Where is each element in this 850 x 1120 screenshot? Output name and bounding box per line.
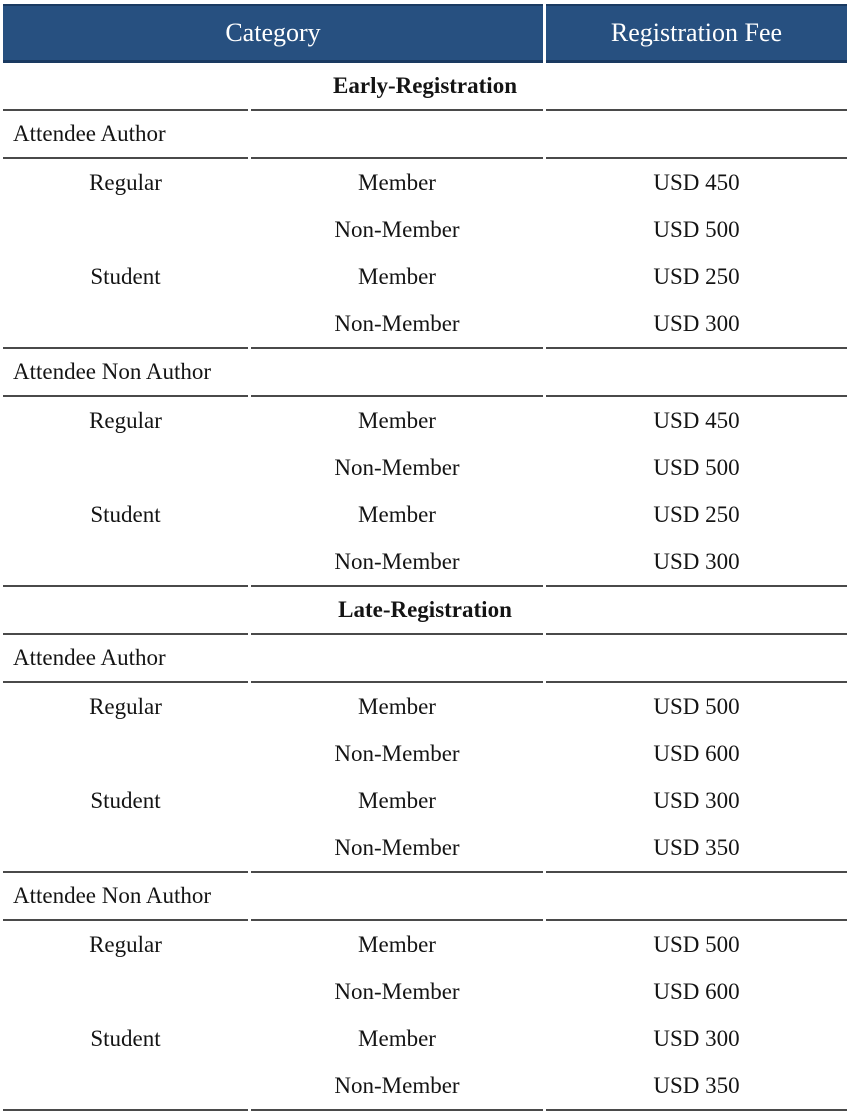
fee-cell: USD 450	[653, 170, 740, 195]
fee-cell: USD 300	[653, 1026, 740, 1051]
fee-cell: USD 350	[653, 1073, 740, 1098]
fee-row: Non-Member USD 600	[3, 968, 847, 1015]
membership-cell: Member	[358, 788, 436, 813]
fee-cell: USD 300	[653, 788, 740, 813]
membership-cell: Member	[358, 502, 436, 527]
membership-cell: Member	[358, 408, 436, 433]
attendee-type-cell: Student	[90, 788, 161, 813]
row-divider	[3, 681, 847, 683]
fee-cell: USD 300	[653, 311, 740, 336]
row-divider	[3, 347, 847, 349]
row-divider	[3, 871, 847, 873]
fee-cell: USD 300	[653, 549, 740, 574]
attendee-type-cell: Student	[90, 264, 161, 289]
row-divider	[3, 157, 847, 159]
attendee-type-cell	[3, 206, 248, 253]
section-title-row: Late-Registration	[3, 587, 847, 633]
fee-cell: USD 350	[653, 835, 740, 860]
row-divider	[3, 919, 847, 921]
attendee-type-cell	[3, 538, 248, 585]
fee-cell: USD 500	[653, 694, 740, 719]
fee-row: Non-Member USD 350	[3, 1062, 847, 1109]
membership-cell: Member	[358, 264, 436, 289]
attendee-type-cell: Regular	[89, 408, 162, 433]
fee-cell: USD 500	[653, 455, 740, 480]
attendee-type-cell: Regular	[89, 932, 162, 957]
group-title-row: Attendee Non Author	[3, 349, 847, 395]
registration-fee-table: Category Registration Fee Early-Registra…	[0, 4, 850, 1111]
fee-row: Regular Member USD 500	[3, 683, 847, 730]
table-header-row: Category Registration Fee	[3, 4, 847, 63]
attendee-type-cell	[3, 968, 248, 1015]
group-title: Attendee Author	[13, 645, 166, 670]
group-title: Attendee Non Author	[13, 883, 212, 908]
membership-cell: Non-Member	[334, 741, 460, 766]
group-title: Attendee Non Author	[13, 359, 212, 384]
membership-cell: Member	[358, 170, 436, 195]
fee-cell: USD 500	[653, 932, 740, 957]
membership-cell: Non-Member	[334, 835, 460, 860]
fee-row: Non-Member USD 300	[3, 538, 847, 585]
fee-row: Regular Member USD 500	[3, 921, 847, 968]
group-title: Attendee Author	[13, 121, 166, 146]
fee-cell: USD 600	[653, 741, 740, 766]
section-title-row: Early-Registration	[3, 63, 847, 109]
attendee-type-cell: Regular	[89, 170, 162, 195]
fee-row: Non-Member USD 350	[3, 824, 847, 871]
fee-cell: USD 500	[653, 217, 740, 242]
membership-cell: Member	[358, 932, 436, 957]
membership-cell: Non-Member	[334, 979, 460, 1004]
membership-cell: Non-Member	[334, 311, 460, 336]
fee-row: Non-Member USD 500	[3, 444, 847, 491]
section-title: Early-Registration	[333, 73, 517, 98]
attendee-type-cell	[3, 1062, 248, 1109]
group-title-row: Attendee Non Author	[3, 873, 847, 919]
fee-cell: USD 450	[653, 408, 740, 433]
row-divider	[3, 395, 847, 397]
row-divider	[3, 585, 847, 587]
group-title-row: Attendee Author	[3, 635, 847, 681]
fee-row: Student Member USD 300	[3, 777, 847, 824]
registration-fee-column-header: Registration Fee	[546, 4, 847, 63]
attendee-type-cell	[3, 444, 248, 491]
fee-row: Non-Member USD 600	[3, 730, 847, 777]
fee-row: Student Member USD 250	[3, 491, 847, 538]
membership-cell: Non-Member	[334, 455, 460, 480]
fee-row: Non-Member USD 500	[3, 206, 847, 253]
fee-row: Non-Member USD 300	[3, 300, 847, 347]
fee-cell: USD 250	[653, 502, 740, 527]
attendee-type-cell	[3, 300, 248, 347]
fee-cell: USD 600	[653, 979, 740, 1004]
membership-cell: Member	[358, 694, 436, 719]
fee-row: Regular Member USD 450	[3, 159, 847, 206]
fee-row: Student Member USD 250	[3, 253, 847, 300]
fee-cell: USD 250	[653, 264, 740, 289]
membership-cell: Non-Member	[334, 549, 460, 574]
membership-cell: Non-Member	[334, 1073, 460, 1098]
section-title: Late-Registration	[338, 597, 512, 622]
attendee-type-cell	[3, 730, 248, 777]
group-title-row: Attendee Author	[3, 111, 847, 157]
membership-cell: Member	[358, 1026, 436, 1051]
attendee-type-cell	[3, 824, 248, 871]
membership-cell: Non-Member	[334, 217, 460, 242]
table-bottom-divider	[3, 1109, 847, 1111]
attendee-type-cell: Student	[90, 1026, 161, 1051]
row-divider	[3, 633, 847, 635]
row-divider	[3, 109, 847, 111]
category-column-header: Category	[3, 4, 543, 63]
attendee-type-cell: Regular	[89, 694, 162, 719]
fee-row: Regular Member USD 450	[3, 397, 847, 444]
attendee-type-cell: Student	[90, 502, 161, 527]
fee-row: Student Member USD 300	[3, 1015, 847, 1062]
